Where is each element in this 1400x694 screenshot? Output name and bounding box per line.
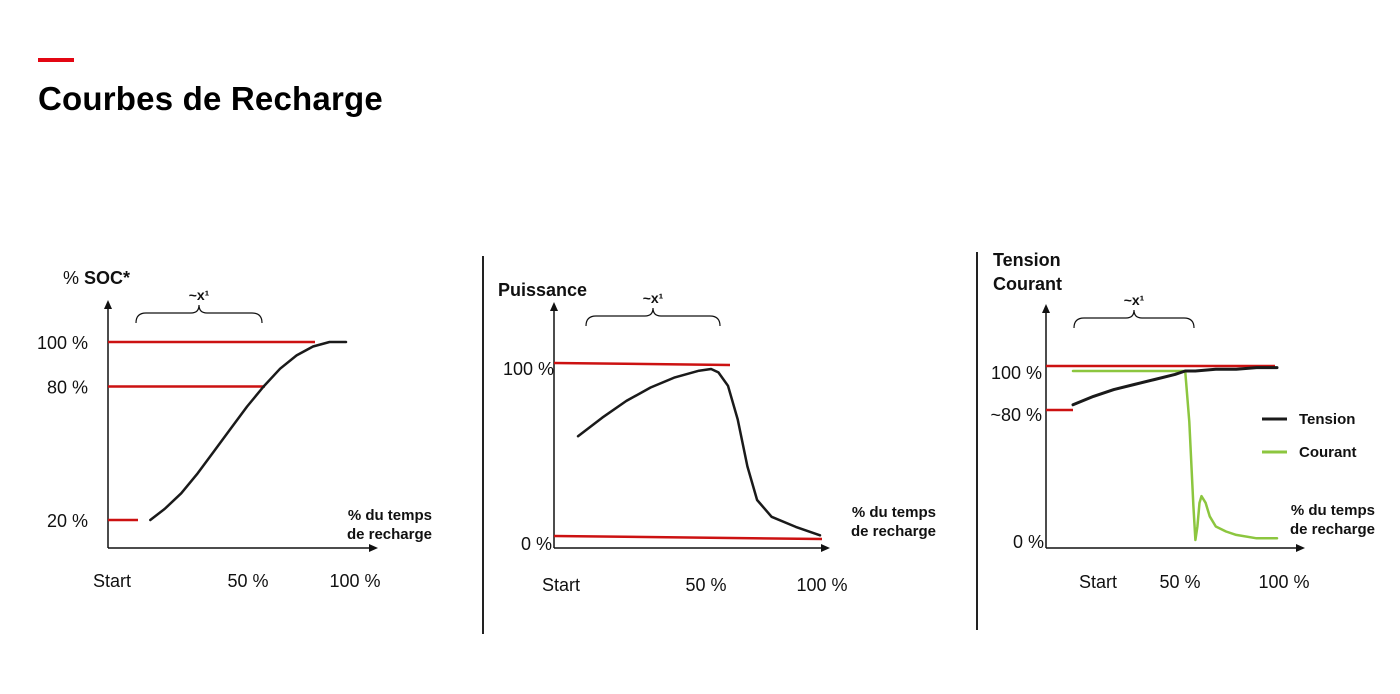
x-tick-label: 50 % <box>1159 572 1200 592</box>
brace-label: ~x¹ <box>643 290 664 306</box>
puissance-curve <box>576 367 822 537</box>
y-axis-arrow <box>1042 304 1050 313</box>
legend-label: Courant <box>1299 444 1357 461</box>
chart-soc: ~x¹ % SOC* 100 % 80 % 20 % Start 50 % 100 % % du… <box>37 268 432 591</box>
x-tick-label: 50 % <box>685 575 726 595</box>
x-tick-label: 100 % <box>329 571 380 591</box>
chart-puissance: ~x¹ Puissance 100 % 0 % Start 50 % 100 % % du t… <box>498 280 936 595</box>
tension-curve <box>1071 366 1279 407</box>
y-tick-label: 100 % <box>37 333 88 353</box>
brace <box>135 304 263 324</box>
reference-line <box>553 361 731 367</box>
y-axis-label: Courant <box>993 274 1062 294</box>
y-axis-label: Puissance <box>498 280 587 300</box>
y-axis-arrow <box>550 302 558 311</box>
reference-line <box>553 534 823 541</box>
x-axis-arrow <box>369 544 378 552</box>
legend-label: Tension <box>1299 411 1355 428</box>
y-tick-label: 100 % <box>991 363 1042 383</box>
y-tick-label: 0 % <box>521 534 552 554</box>
x-tick-label: 100 % <box>796 575 847 595</box>
y-tick-label: 80 % <box>47 378 88 398</box>
x-tick-label: Start <box>93 571 131 591</box>
brace-label: ~x¹ <box>1124 292 1145 308</box>
y-tick-label: 0 % <box>1013 532 1044 552</box>
brace <box>1073 309 1195 329</box>
x-axis-arrow <box>1296 544 1305 552</box>
x-axis-label-line: % du temps <box>852 504 936 521</box>
x-axis-label-line: % du temps <box>1291 502 1375 519</box>
page-title: Courbes de Recharge <box>38 80 383 117</box>
divider-right <box>976 252 978 630</box>
legend: Tension Courant <box>1262 411 1357 461</box>
y-tick-label: 100 % <box>503 359 554 379</box>
accent-bar <box>38 58 74 62</box>
x-axis-label-line: de recharge <box>347 526 432 543</box>
brace-label: ~x¹ <box>189 287 210 303</box>
x-axis-label-line: % du temps <box>348 507 432 524</box>
x-tick-label: Start <box>542 575 580 595</box>
x-axis-arrow <box>821 544 830 552</box>
courant-curve <box>1071 369 1279 542</box>
chart-tension-courant: ~x¹ Tension Courant 100 % ~80 % 0 % Tension Cou… <box>990 250 1375 592</box>
y-axis-label: Tension <box>993 250 1061 270</box>
soc-curve <box>149 340 348 522</box>
x-axis-label-line: de recharge <box>851 523 936 540</box>
divider-left <box>482 256 484 634</box>
y-axis-label: % SOC* <box>63 268 130 288</box>
y-tick-label: ~80 % <box>990 405 1042 425</box>
x-tick-label: 100 % <box>1258 572 1309 592</box>
x-axis-label-line: de recharge <box>1290 521 1375 538</box>
x-tick-label: 50 % <box>227 571 268 591</box>
x-tick-label: Start <box>1079 572 1117 592</box>
y-axis-arrow <box>104 300 112 309</box>
brace <box>585 307 721 327</box>
y-tick-label: 20 % <box>47 511 88 531</box>
